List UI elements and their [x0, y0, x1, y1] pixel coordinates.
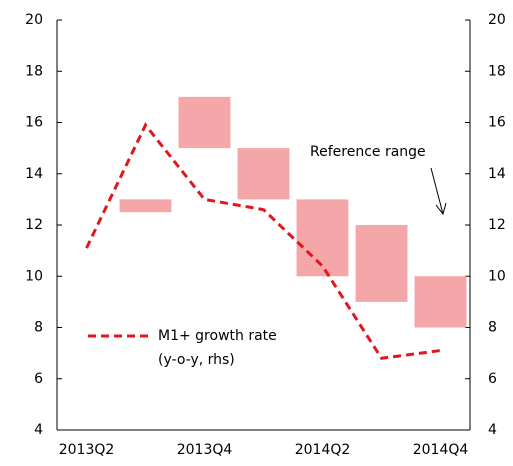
- range-box: [355, 225, 408, 302]
- y2-tick-label: 14: [488, 166, 506, 182]
- y2-tick-label: 4: [488, 422, 497, 438]
- y2-tick-label: 6: [488, 371, 497, 387]
- y2-tick-label: 16: [488, 115, 506, 131]
- y-tick-label: 6: [34, 371, 43, 387]
- y-tick-label: 16: [25, 115, 43, 131]
- range-box: [178, 96, 231, 149]
- y2-tick-label: 18: [488, 63, 506, 79]
- line-series: [85, 122, 441, 360]
- x-tick-label: 2014Q4: [413, 442, 469, 458]
- x-tick-label: 2013Q4: [177, 442, 233, 458]
- x-tick-label: 2013Q2: [59, 442, 115, 458]
- legend-label: M1+ growth rate: [158, 328, 277, 344]
- annotation-arrow: [430, 167, 444, 215]
- y2-tick-label: 20: [488, 12, 506, 28]
- y-tick-label: 4: [34, 422, 43, 438]
- y-tick-label: 14: [25, 166, 43, 182]
- range-box: [119, 199, 172, 213]
- arrow-head: [435, 202, 447, 216]
- range-box: [296, 199, 349, 277]
- annotation: Reference range: [310, 144, 426, 160]
- y-tick-label: 20: [25, 12, 43, 28]
- legend-note: (y-o-y, rhs): [158, 352, 235, 368]
- y-tick-label: 12: [25, 217, 43, 233]
- y2-tick-label: 12: [488, 217, 506, 233]
- range-box: [237, 148, 290, 200]
- range-box: [414, 276, 467, 328]
- y2-tick-label: 10: [488, 268, 506, 284]
- x-tick-label: 2014Q2: [295, 442, 351, 458]
- y-tick-label: 8: [34, 320, 43, 336]
- y-tick-label: 18: [25, 63, 43, 79]
- y2-tick-label: 8: [488, 320, 497, 336]
- y-tick-label: 10: [25, 268, 43, 284]
